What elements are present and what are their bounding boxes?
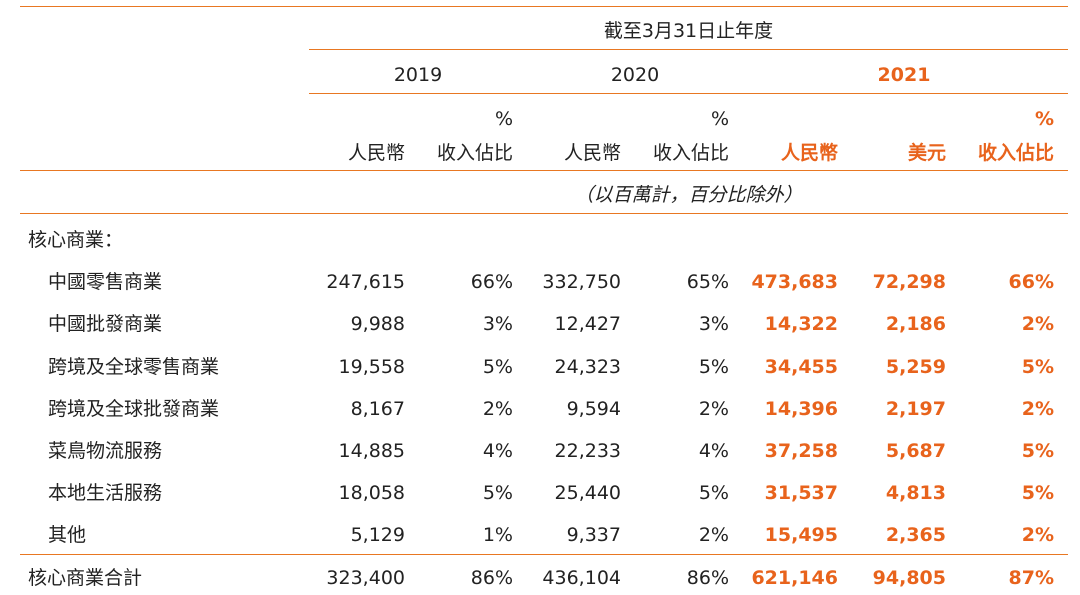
cell-usd-2021: 4,813: [885, 482, 946, 504]
col-share-2020: 收入佔比: [652, 142, 729, 164]
cell-rmb-2021: 37,258: [764, 440, 838, 462]
cell-usd-2021: 2,186: [885, 313, 946, 335]
cell-share-2020: 5%: [698, 356, 729, 378]
cell-rmb-2021: 14,396: [764, 398, 838, 420]
row-label: 中國批發商業: [48, 313, 163, 335]
cell-rmb-2020: 24,323: [554, 356, 621, 378]
cell-rmb-2021: 31,537: [764, 482, 838, 504]
col-rmb-2019: 人民幣: [347, 142, 405, 164]
total-share-2020: 86%: [686, 567, 729, 589]
cell-share-2020: 5%: [698, 482, 729, 504]
row-label: 菜鳥物流服務: [48, 440, 163, 462]
total-rule: [20, 554, 1068, 555]
cell-share-2021: 5%: [1021, 356, 1054, 378]
pct-symbol-2020: %: [710, 108, 729, 130]
cell-share-2020: 2%: [698, 524, 729, 546]
row-label: 其他: [48, 524, 87, 546]
cell-rmb-2019: 9,988: [350, 313, 405, 335]
row-label: 中國零售商業: [48, 271, 163, 293]
total-usd-2021: 94,805: [872, 567, 946, 589]
cell-share-2019: 2%: [482, 398, 513, 420]
section-title: 核心商業：: [28, 229, 124, 251]
cell-rmb-2020: 9,594: [566, 398, 621, 420]
total-rmb-2020: 436,104: [542, 567, 621, 589]
cell-share-2021: 2%: [1021, 398, 1054, 420]
cell-rmb-2019: 247,615: [326, 271, 405, 293]
cell-share-2020: 4%: [698, 440, 729, 462]
column-header-rule: [20, 170, 1068, 171]
cell-share-2021: 5%: [1021, 482, 1054, 504]
cell-usd-2021: 2,197: [885, 398, 946, 420]
row-label: 跨境及全球批發商業: [48, 398, 220, 420]
total-share-2019: 86%: [470, 567, 513, 589]
cell-share-2020: 65%: [686, 271, 729, 293]
cell-rmb-2021: 14,322: [764, 313, 838, 335]
unit-note: （以百萬計，百分比除外）: [574, 184, 803, 206]
total-label: 核心商業合計: [28, 567, 143, 589]
cell-share-2021: 5%: [1021, 440, 1054, 462]
cell-rmb-2019: 18,058: [338, 482, 405, 504]
total-share-2021: 87%: [1008, 567, 1054, 589]
cell-rmb-2020: 25,440: [554, 482, 621, 504]
cell-rmb-2020: 9,337: [566, 524, 621, 546]
cell-share-2019: 1%: [482, 524, 513, 546]
cell-usd-2021: 5,687: [885, 440, 946, 462]
year-2021: 2021: [877, 64, 931, 86]
year-rule: [309, 93, 1068, 94]
col-rmb-2021: 人民幣: [780, 142, 838, 164]
cell-rmb-2021: 15,495: [764, 524, 838, 546]
cell-rmb-2019: 19,558: [338, 356, 405, 378]
cell-rmb-2019: 5,129: [350, 524, 405, 546]
period-heading: 截至3月31日止年度: [603, 20, 774, 42]
year-2020: 2020: [610, 64, 660, 86]
col-usd-2021: 美元: [907, 142, 946, 164]
cell-rmb-2019: 14,885: [338, 440, 405, 462]
row-label: 跨境及全球零售商業: [48, 356, 220, 378]
unit-note-rule: [20, 213, 1068, 214]
col-share-2019: 收入佔比: [436, 142, 513, 164]
top-rule: [20, 6, 1068, 7]
pct-symbol-2019: %: [494, 108, 513, 130]
cell-share-2019: 66%: [470, 271, 513, 293]
cell-rmb-2020: 12,427: [554, 313, 621, 335]
period-rule: [309, 49, 1068, 50]
cell-share-2021: 2%: [1021, 524, 1054, 546]
cell-share-2020: 3%: [698, 313, 729, 335]
cell-share-2021: 66%: [1008, 271, 1054, 293]
cell-share-2019: 5%: [482, 482, 513, 504]
cell-rmb-2021: 473,683: [751, 271, 838, 293]
cell-share-2021: 2%: [1021, 313, 1054, 335]
cell-share-2019: 4%: [482, 440, 513, 462]
col-rmb-2020: 人民幣: [563, 142, 621, 164]
cell-rmb-2020: 22,233: [554, 440, 621, 462]
col-share-2021: 收入佔比: [977, 142, 1054, 164]
row-label: 本地生活服務: [48, 482, 163, 504]
cell-rmb-2019: 8,167: [350, 398, 405, 420]
total-rmb-2019: 323,400: [326, 567, 405, 589]
year-2019: 2019: [393, 64, 443, 86]
cell-share-2020: 2%: [698, 398, 729, 420]
cell-usd-2021: 5,259: [885, 356, 946, 378]
cell-usd-2021: 2,365: [885, 524, 946, 546]
pct-symbol-2021: %: [1034, 108, 1054, 130]
cell-share-2019: 5%: [482, 356, 513, 378]
cell-usd-2021: 72,298: [872, 271, 946, 293]
total-rmb-2021: 621,146: [751, 567, 838, 589]
cell-rmb-2021: 34,455: [764, 356, 838, 378]
cell-rmb-2020: 332,750: [542, 271, 621, 293]
cell-share-2019: 3%: [482, 313, 513, 335]
